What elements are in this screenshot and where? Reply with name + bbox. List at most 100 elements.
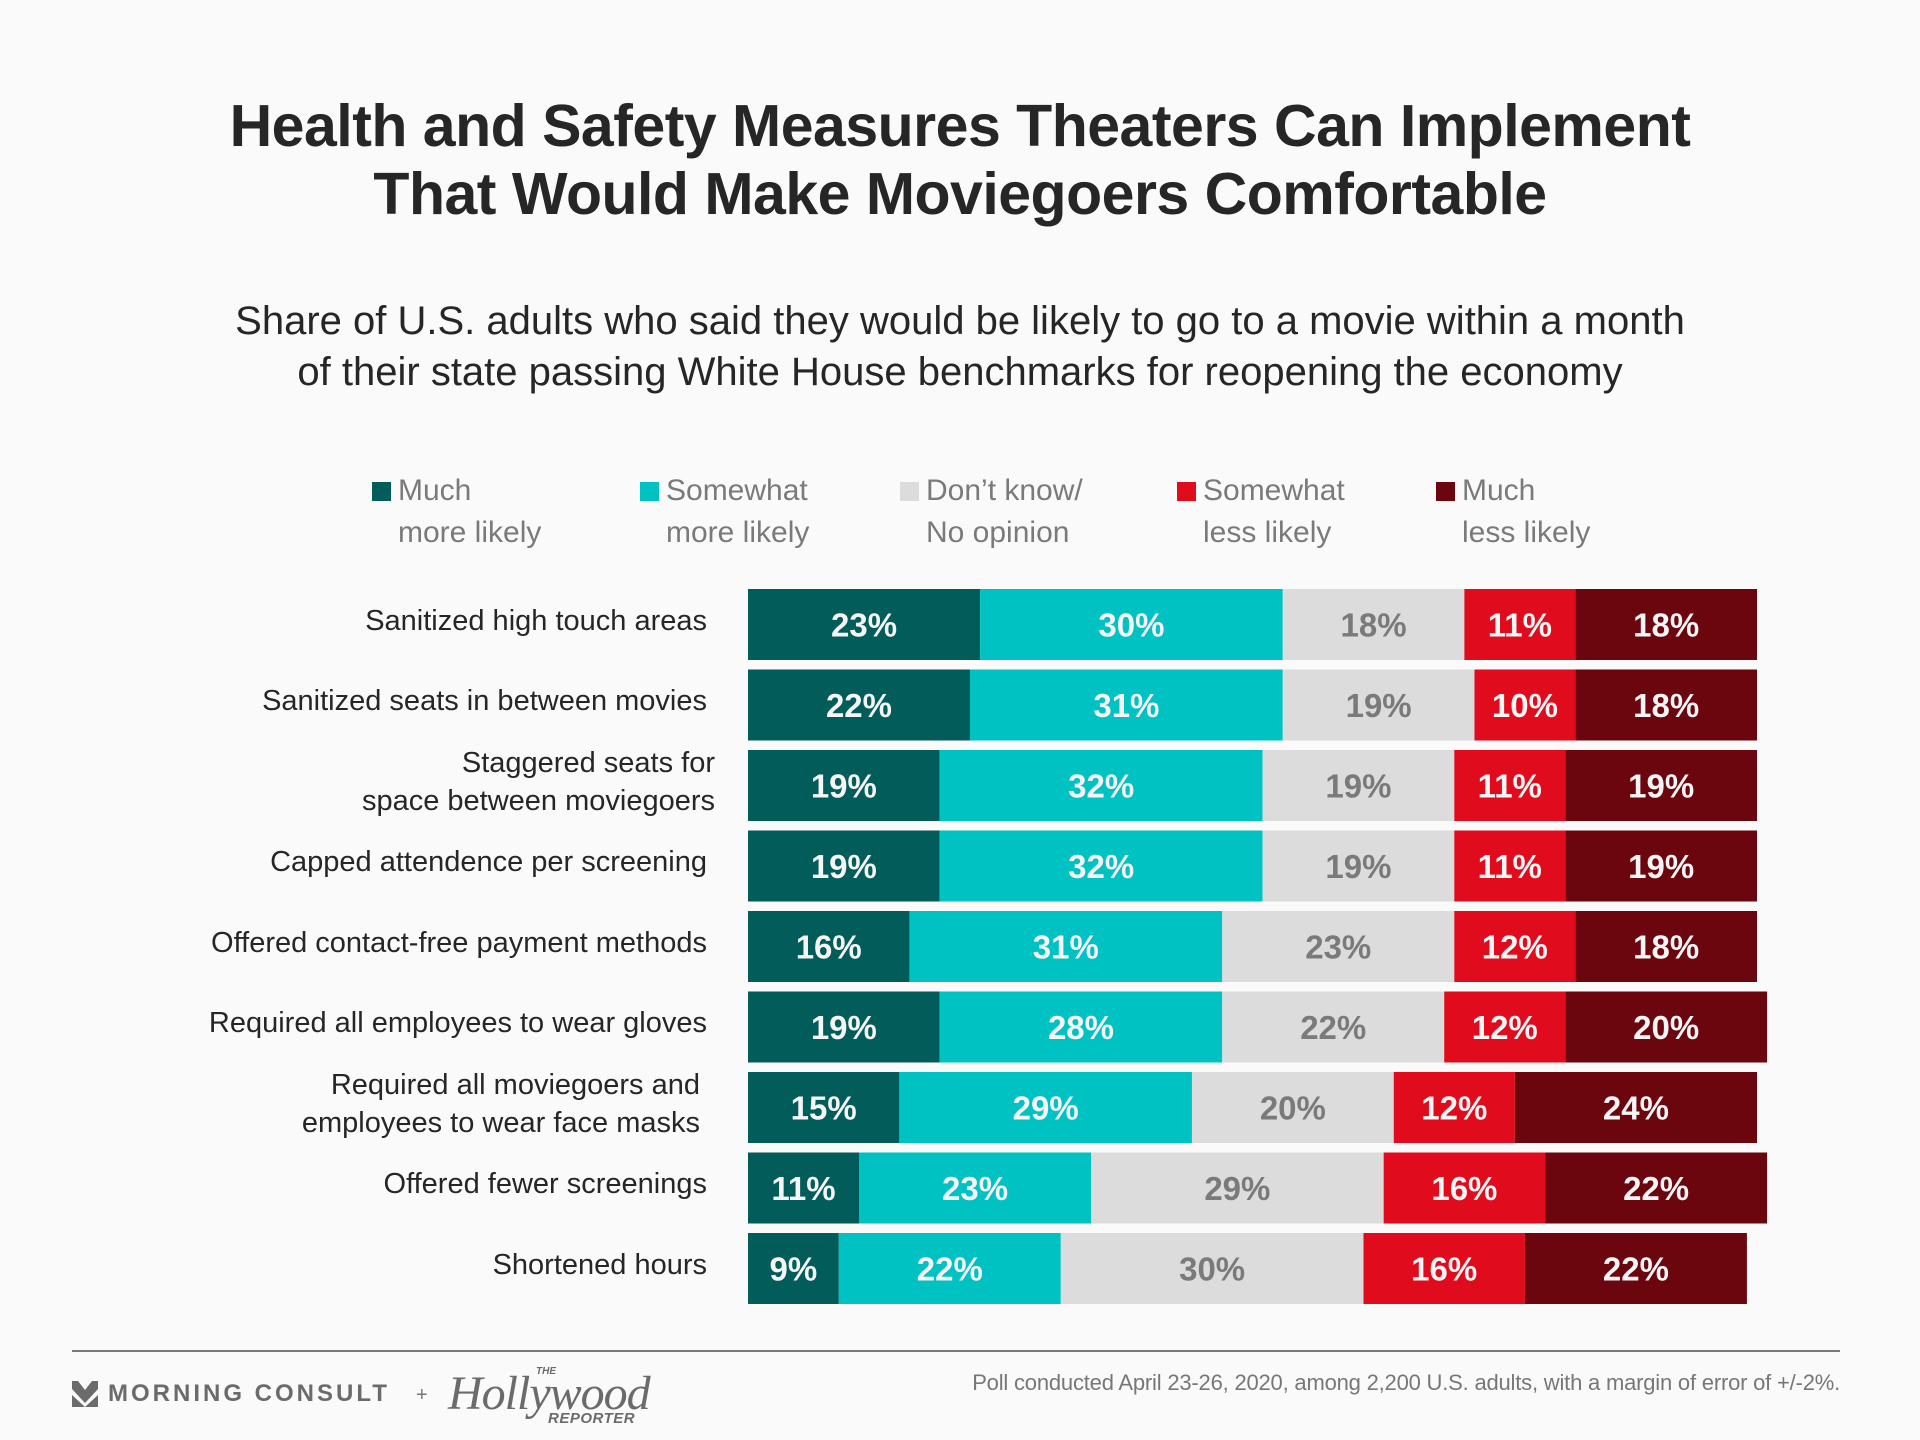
- data-label: 19%: [1325, 848, 1391, 885]
- bar-row: 9% 22% 30% 16% 22%: [748, 1233, 1747, 1304]
- bar-segment-dont-know: [1262, 830, 1455, 902]
- footer-divider: [72, 1350, 1840, 1352]
- thr-wordmark: Hollywood: [448, 1367, 651, 1420]
- data-label: 29%: [1204, 1170, 1270, 1207]
- data-label: 23%: [1305, 929, 1371, 966]
- subtitle-line-1: Share of U.S. adults who said they would…: [235, 299, 1685, 343]
- data-label: 28%: [1048, 1009, 1114, 1046]
- data-label: 22%: [1623, 1170, 1689, 1207]
- bar-row: 22% 31% 19% 10% 18%: [748, 669, 1757, 741]
- chart-title: Health and Safety Measures Theaters Can …: [0, 92, 1920, 228]
- bar-segment-much-more-likely: [748, 911, 910, 982]
- hollywood-reporter-logo: Hollywood THE REPORTER: [448, 1366, 658, 1427]
- bar-segment-dont-know: [1060, 1233, 1364, 1304]
- data-label: 22%: [1603, 1251, 1669, 1288]
- thr-reporter: REPORTER: [548, 1410, 636, 1427]
- data-label: 22%: [826, 687, 892, 724]
- data-label: 20%: [1633, 1009, 1699, 1046]
- legend-label: Don’t know/ No opinion: [926, 474, 1083, 549]
- bar-segment-much-more-likely: [748, 1072, 900, 1143]
- legend-item-somewhat-less-likely: Somewhat less likely: [1177, 470, 1345, 554]
- bar-segment-somewhat-more-likely: [939, 830, 1263, 902]
- poll-methodology-note: Poll conducted April 23-26, 2020, among …: [972, 1370, 1840, 1395]
- bar-row: 19% 32% 19% 11% 19%: [748, 750, 1757, 821]
- bar-segment-dont-know: [1282, 669, 1475, 741]
- data-label: 11%: [1478, 848, 1542, 885]
- legend-item-much-more-likely: Much more likely: [372, 470, 541, 554]
- bar-row: 15% 29% 20% 12% 24%: [748, 1072, 1757, 1143]
- bar-segment-dont-know: [1222, 911, 1455, 982]
- data-label: 16%: [1411, 1251, 1477, 1288]
- row-label: Offered fewer screenings: [383, 1168, 707, 1200]
- morning-consult-logo: MORNING CONSULT: [72, 1380, 390, 1408]
- bar-segment-much-more-likely: [748, 669, 970, 741]
- bar-segment-somewhat-more-likely: [939, 991, 1223, 1063]
- legend-item-dont-know: Don’t know/ No opinion: [900, 470, 1083, 554]
- morning-consult-wordmark: MORNING CONSULT: [108, 1380, 390, 1407]
- bar-segment-much-more-likely: [748, 589, 981, 660]
- bar-segment-somewhat-more-likely: [980, 589, 1283, 660]
- bar-segment-much-more-likely: [748, 830, 940, 902]
- bar-segment-much-less-likely: [1565, 830, 1757, 902]
- data-label: 32%: [1068, 768, 1134, 805]
- bar-segment-much-more-likely: [748, 750, 940, 821]
- data-label: 19%: [1346, 687, 1412, 724]
- bar-row: 11% 23% 29% 16% 22%: [748, 1152, 1768, 1224]
- bar-segment-dont-know: [1191, 1072, 1394, 1143]
- data-label: 19%: [811, 768, 877, 805]
- data-label: 19%: [811, 848, 877, 885]
- row-label: Offered contact-free payment methods: [211, 926, 707, 959]
- row-label: Required all moviegoers and employees to…: [301, 1068, 700, 1139]
- bar-segment-somewhat-more-likely: [909, 911, 1223, 982]
- data-label: 18%: [1633, 929, 1699, 966]
- legend-swatch: [1436, 482, 1455, 501]
- bar-segment-much-more-likely: [748, 1233, 839, 1304]
- legend-swatch: [900, 482, 919, 501]
- bar-segment-somewhat-more-likely: [969, 669, 1283, 741]
- bar-segment-much-less-likely: [1575, 911, 1757, 982]
- legend-swatch: [1177, 482, 1196, 501]
- bar-row: 19% 28% 22% 12% 20%: [748, 991, 1768, 1063]
- data-label: 22%: [917, 1251, 983, 1288]
- legend-item-much-less-likely: Much less likely: [1436, 470, 1590, 554]
- data-label: 11%: [1488, 607, 1552, 644]
- data-label: 30%: [1179, 1251, 1245, 1288]
- bar-segment-somewhat-less-likely: [1454, 911, 1576, 982]
- subtitle-line-2: of their state passing White House bench…: [297, 350, 1623, 394]
- bar-segment-much-less-likely: [1514, 1072, 1757, 1143]
- bar-segment-much-less-likely: [1575, 589, 1757, 660]
- row-label: Required all employees to wear gloves: [208, 1007, 707, 1039]
- data-label: 18%: [1633, 607, 1699, 644]
- data-label: 23%: [942, 1170, 1008, 1207]
- data-label: 30%: [1098, 607, 1164, 644]
- data-label: 19%: [1628, 848, 1694, 885]
- bar-segment-somewhat-less-likely: [1474, 669, 1576, 741]
- row-label: Capped attendence per screening: [270, 846, 707, 878]
- bar-segment-much-less-likely: [1545, 1152, 1768, 1224]
- bar-segment-somewhat-less-likely: [1383, 1152, 1546, 1224]
- bar-segment-dont-know: [1282, 589, 1465, 660]
- data-label: 19%: [1628, 768, 1694, 805]
- row-label: Sanitized seats in between movies: [262, 685, 707, 717]
- bar-segment-much-more-likely: [748, 991, 940, 1063]
- bar-segment-somewhat-more-likely: [838, 1233, 1061, 1304]
- morning-consult-chevron-icon: [72, 1381, 98, 1407]
- bar-segment-dont-know: [1222, 991, 1445, 1063]
- data-label: 11%: [771, 1170, 835, 1207]
- data-label: 19%: [811, 1009, 877, 1046]
- title-line-2: That Would Make Moviegoers Comfortable: [373, 161, 1547, 227]
- bar-segment-somewhat-less-likely: [1444, 991, 1566, 1063]
- bar-segment-somewhat-less-likely: [1454, 830, 1566, 902]
- bar-segment-somewhat-more-likely: [899, 1072, 1192, 1143]
- data-label: 9%: [770, 1251, 818, 1288]
- bar-segment-much-less-likely: [1575, 669, 1757, 741]
- legend-label: Much less likely: [1462, 474, 1591, 549]
- data-label: 22%: [1300, 1009, 1366, 1046]
- title-line-1: Health and Safety Measures Theaters Can …: [229, 93, 1691, 159]
- bar-segment-somewhat-less-likely: [1363, 1233, 1525, 1304]
- data-label: 12%: [1421, 1090, 1487, 1127]
- legend-label: Somewhat more likely: [666, 474, 810, 549]
- row-label: Sanitized high touch areas: [365, 604, 707, 637]
- data-label: 31%: [1093, 687, 1159, 724]
- bar-segment-somewhat-more-likely: [939, 750, 1263, 821]
